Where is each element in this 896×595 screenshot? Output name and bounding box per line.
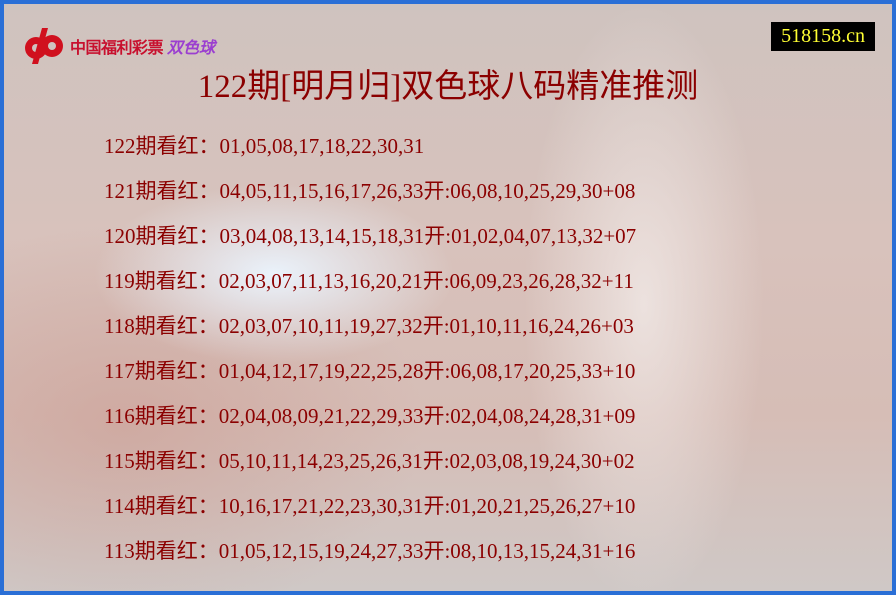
list-item: 116期看红：02,04,08,09,21,22,29,33开:02,04,08… [104,404,636,428]
list-item: 115期看红：05,10,11,14,23,25,26,31开:02,03,08… [104,449,635,473]
list-item: 113期看红：01,05,12,15,19,24,27,33开:08,10,13… [104,539,636,563]
welfare-lottery-logo: 中国福利彩票 双色球 [22,26,215,66]
site-badge: 518158.cn [771,22,875,51]
prediction-list: 122期看红：01,05,08,17,18,22,30,31 121期看红：04… [104,132,636,582]
logo-text-accent: 双色球 [167,38,216,57]
list-item: 121期看红：04,05,11,15,16,17,26,33开:06,08,10… [104,179,636,203]
list-item: 118期看红：02,03,07,10,11,19,27,32开:01,10,11… [104,314,634,338]
list-item: 122期看红：01,05,08,17,18,22,30,31 [104,134,425,158]
list-item: 120期看红：03,04,08,13,14,15,18,31开:01,02,04… [104,224,637,248]
list-item: 114期看红：10,16,17,21,22,23,30,31开:01,20,21… [104,494,636,518]
list-item: 119期看红：02,03,07,11,13,16,20,21开:06,09,23… [104,269,634,293]
page-title: 122期[明月归]双色球八码精准推测 [197,69,699,105]
logo-text: 中国福利彩票 [70,38,164,57]
lottery-logo-icon [25,28,63,64]
list-item: 117期看红：01,04,12,17,19,22,25,28开:06,08,17… [104,359,636,383]
